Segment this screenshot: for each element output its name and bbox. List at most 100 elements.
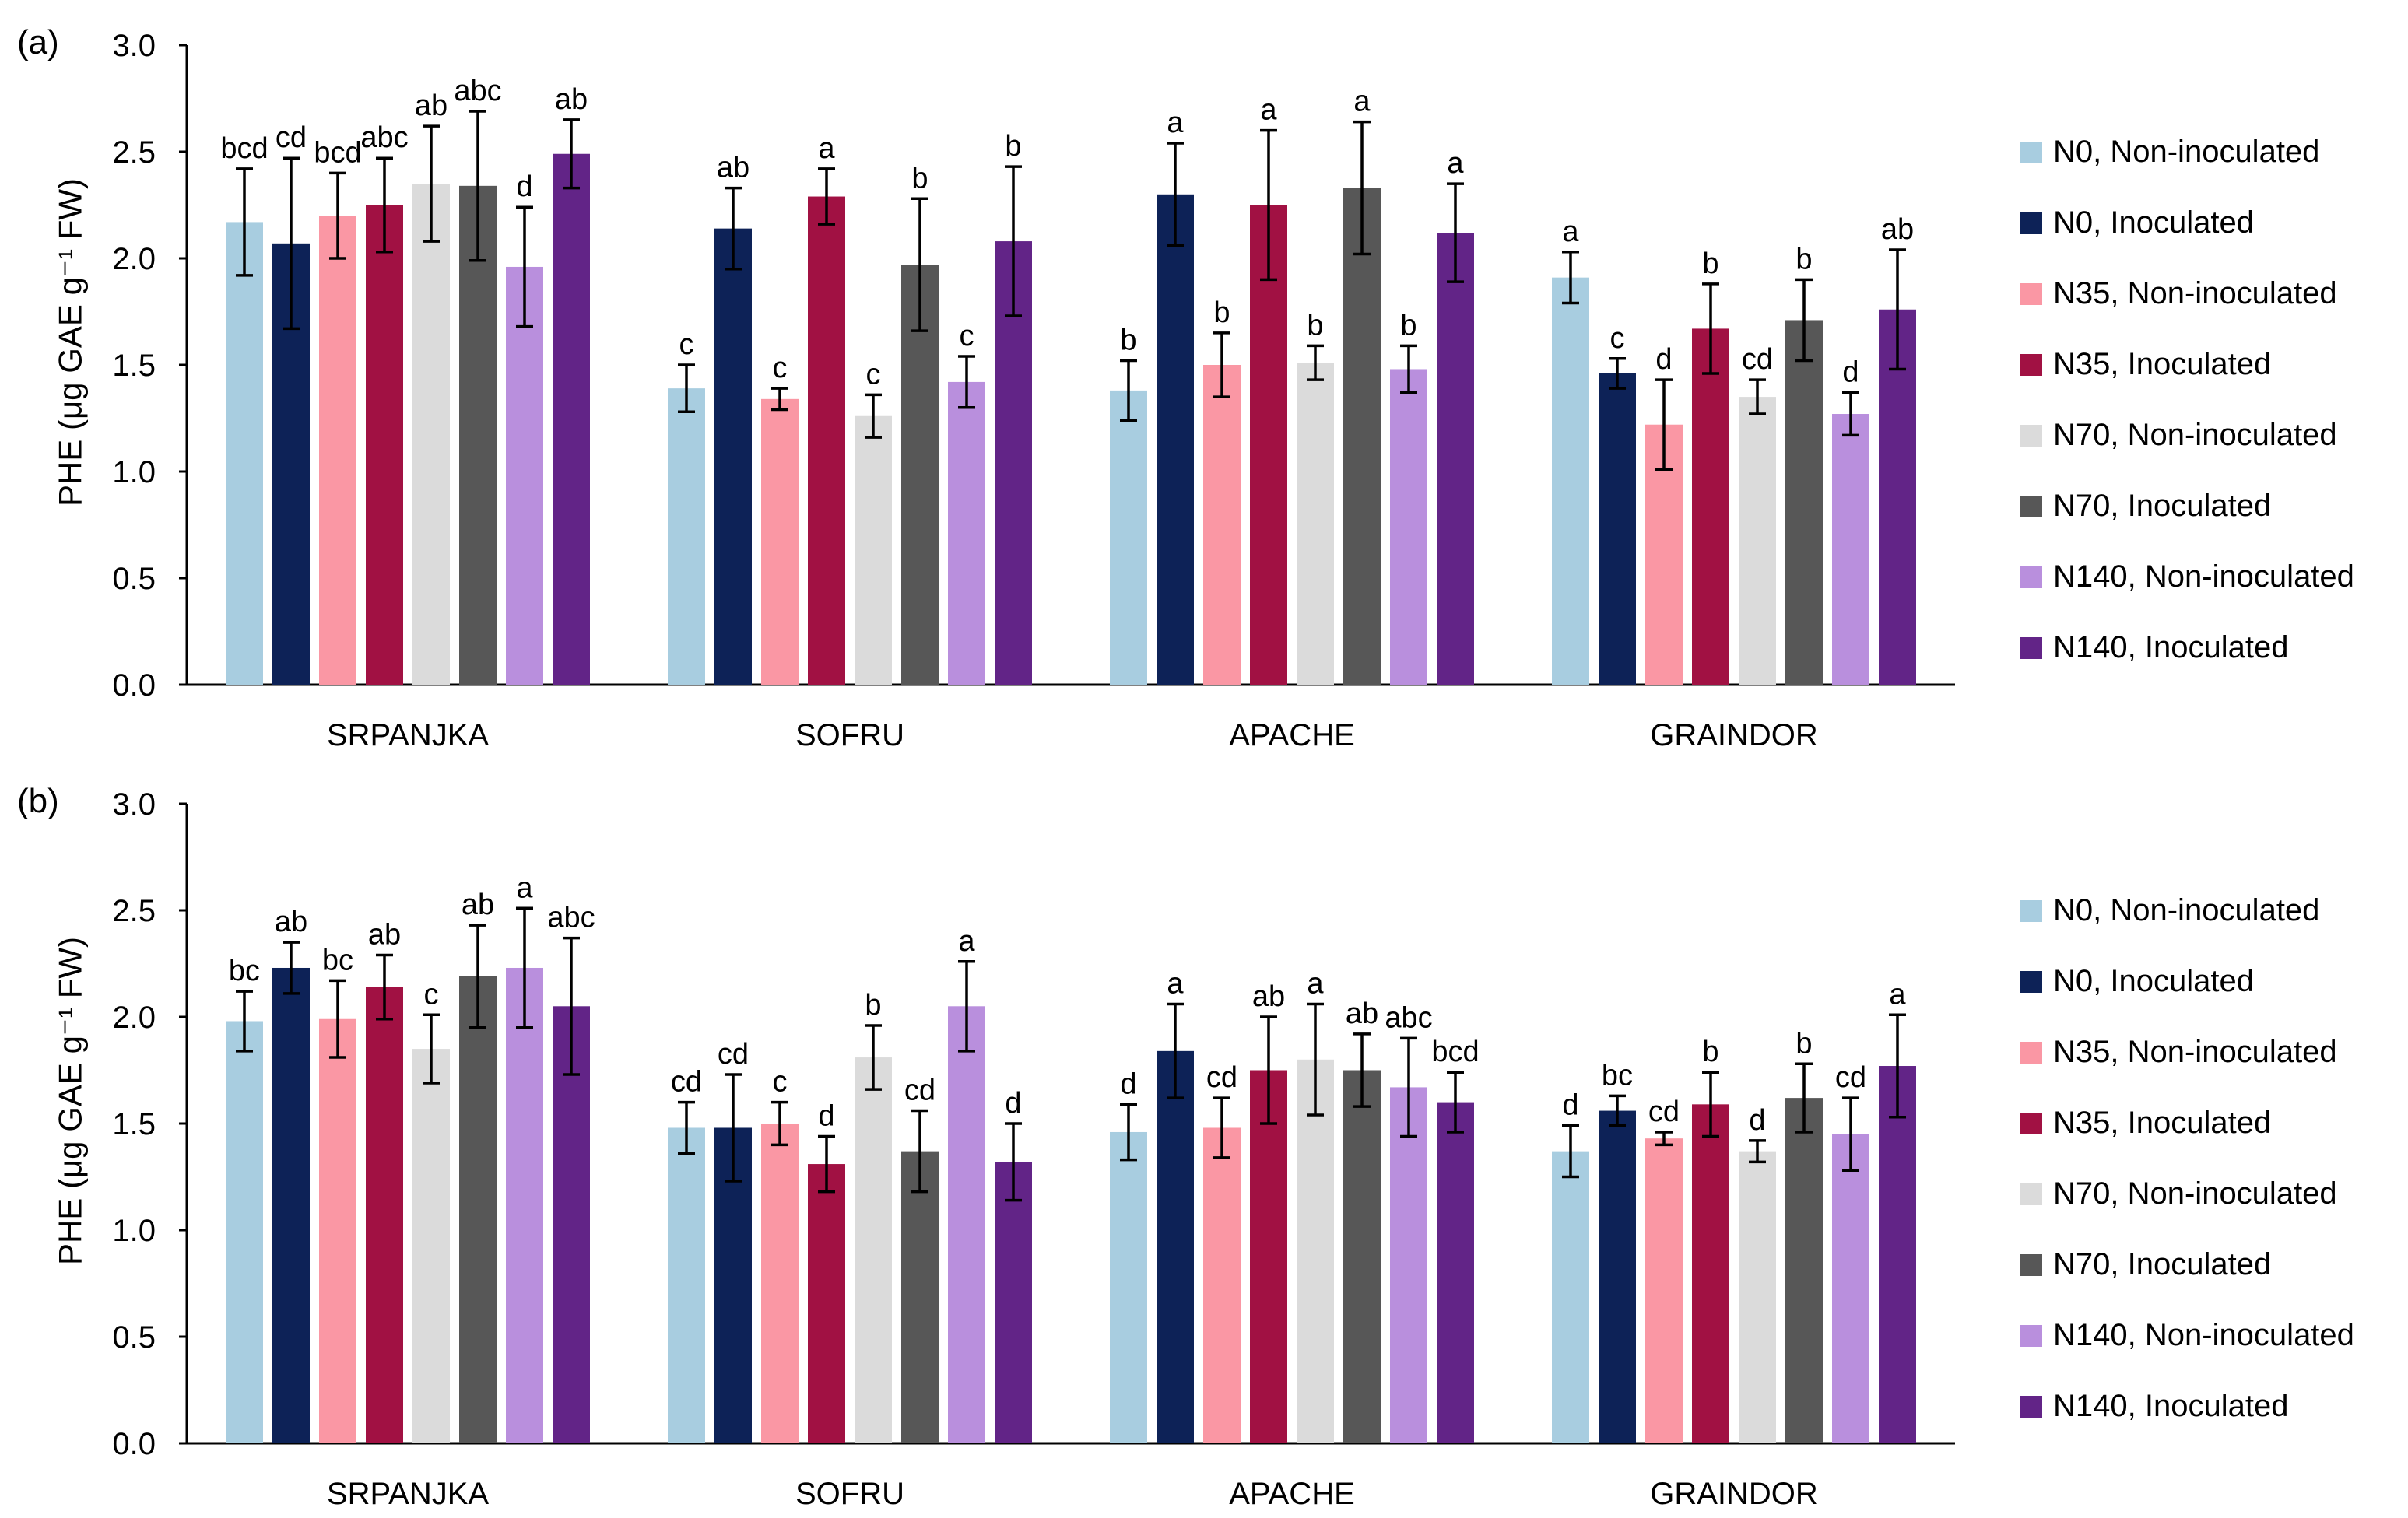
significance-label: d (1655, 343, 1672, 376)
significance-label: b (1795, 1027, 1812, 1060)
significance-label: a (1447, 147, 1464, 180)
significance-label: cd (1835, 1061, 1866, 1094)
legend-label: N140, Inoculated (2053, 630, 2289, 664)
legend-label: N35, Non-inoculated (2053, 276, 2337, 310)
y-tick-label: 1.5 (112, 349, 156, 383)
significance-label: d (1005, 1087, 1021, 1120)
bar (412, 184, 450, 685)
bar (226, 1021, 263, 1443)
x-category-label: SRPANJKA (327, 1477, 490, 1511)
y-tick-label: 1.5 (112, 1107, 156, 1141)
significance-label: b (1213, 296, 1230, 329)
legend-swatch (2020, 970, 2042, 993)
significance-label: a (1353, 86, 1371, 118)
legend-swatch (2020, 141, 2042, 163)
bar (1203, 1127, 1241, 1443)
y-tick-label: 0.0 (112, 1427, 156, 1461)
legend-swatch (2020, 1324, 2042, 1347)
legend-swatch (2020, 636, 2042, 659)
significance-label: a (1889, 978, 1906, 1011)
significance-label: bcd (1431, 1036, 1479, 1068)
y-tick-label: 2.5 (112, 894, 156, 928)
legend-swatch (2020, 353, 2042, 376)
bar (1110, 390, 1147, 685)
bar (1692, 328, 1729, 685)
legend-label: N70, Non-inoculated (2053, 418, 2337, 452)
bar (1879, 309, 1916, 685)
x-category-label: GRAINDOR (1650, 1477, 1818, 1511)
x-category-label: APACHE (1229, 1477, 1355, 1511)
legend-item: N35, Non-inoculated (2020, 1017, 2394, 1088)
chart-panel-a: 0.0 0.5 1.0 1.5 2.0 2.5 3.0 SRPANJKA bcd cd bcd abc… (17, 23, 2394, 752)
significance-label: cd (1742, 343, 1773, 376)
bar (1250, 205, 1287, 685)
significance-label: cd (1206, 1061, 1237, 1094)
y-tick-label: 3.0 (112, 787, 156, 822)
significance-label: c (960, 320, 974, 352)
bar (412, 1049, 450, 1443)
legend-item: N0, Non-inoculated (2020, 117, 2394, 188)
x-category-label: SOFRU (795, 1477, 904, 1511)
legend-swatch (2020, 899, 2042, 922)
significance-label: a (1167, 107, 1184, 139)
significance-label: abc (1385, 1001, 1432, 1034)
legend-label: N0, Inoculated (2053, 964, 2254, 998)
bar (901, 1151, 939, 1443)
legend-swatch (2020, 1395, 2042, 1418)
y-tick-label: 0.0 (112, 668, 156, 703)
panel-label-b: (b) (17, 782, 59, 820)
y-tick-label: 0.5 (112, 1320, 156, 1355)
legend-item: N140, Non-inoculated (2020, 1300, 2394, 1371)
bar (1832, 1134, 1869, 1443)
bar (366, 987, 403, 1443)
legend-item: N70, Non-inoculated (2020, 1159, 2394, 1229)
significance-label: a (1562, 216, 1579, 248)
significance-label: b (1702, 1036, 1718, 1068)
bar (459, 185, 497, 685)
bar (714, 228, 752, 685)
legend-item: N0, Inoculated (2020, 188, 2394, 258)
significance-label: b (1005, 130, 1021, 163)
significance-label: b (1120, 324, 1136, 357)
significance-label: b (1702, 247, 1718, 280)
bar (1437, 1102, 1474, 1443)
panel-label-a: (a) (17, 23, 59, 61)
bar (1343, 1070, 1381, 1443)
legend-item: N0, Non-inoculated (2020, 875, 2394, 946)
significance-label: ab (717, 152, 749, 184)
bar (808, 196, 845, 685)
bar (1157, 1050, 1194, 1443)
legend-item: N35, Non-inoculated (2020, 258, 2394, 329)
y-tick-label: 2.0 (112, 242, 156, 276)
y-tick-label: 2.0 (112, 1001, 156, 1035)
y-axis-label-b: PHE (μg GAE g⁻¹ FW) (51, 936, 89, 1266)
x-category-label: SOFRU (795, 718, 904, 752)
significance-label: bc (229, 955, 260, 987)
significance-label: c (679, 328, 694, 361)
bar (226, 222, 263, 685)
legend-label: N140, Non-inoculated (2053, 559, 2354, 594)
y-tick-label: 0.5 (112, 562, 156, 596)
significance-label: cd (718, 1038, 749, 1071)
legend-item: N70, Inoculated (2020, 471, 2394, 542)
y-axis-label-a: PHE (μg GAE g⁻¹ FW) (51, 177, 89, 507)
significance-label: cd (904, 1075, 935, 1107)
y-tick-label: 3.0 (112, 29, 156, 63)
bar (1599, 1110, 1636, 1443)
legend-item: N140, Inoculated (2020, 612, 2394, 683)
legend-label: N70, Inoculated (2053, 489, 2272, 523)
significance-label: d (818, 1099, 834, 1132)
bar (1739, 397, 1776, 685)
bar (366, 205, 403, 685)
significance-label: ab (1881, 213, 1914, 246)
significance-label: bc (1602, 1059, 1633, 1092)
significance-label: a (1260, 94, 1277, 127)
significance-label: c (773, 352, 788, 384)
bar (553, 153, 590, 685)
x-category-label: SRPANJKA (327, 718, 490, 752)
legend-swatch (2020, 282, 2042, 305)
bar (1250, 1070, 1287, 1443)
significance-label: ab (555, 83, 588, 116)
legend-label: N0, Inoculated (2053, 205, 2254, 240)
